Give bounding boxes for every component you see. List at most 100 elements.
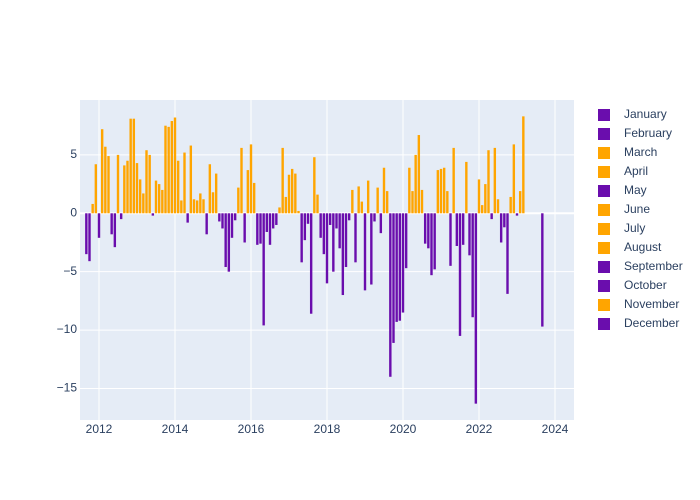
bar: [408, 167, 411, 214]
bar: [401, 213, 405, 313]
legend-swatch: [598, 166, 610, 178]
bar: [195, 200, 199, 214]
bar: [430, 213, 433, 276]
bar: [205, 213, 208, 235]
bar: [354, 213, 357, 263]
bar: [91, 203, 94, 214]
bar: [392, 213, 395, 343]
bar: [211, 192, 215, 214]
bar: [297, 210, 300, 214]
x-tick-label: 2020: [390, 422, 417, 436]
bar: [370, 213, 373, 285]
legend-label: May: [624, 183, 647, 197]
bar: [110, 213, 113, 235]
bar: [468, 213, 471, 256]
bar: [325, 213, 329, 284]
bar: [148, 154, 151, 214]
bar: [373, 213, 376, 222]
legend-item[interactable]: January: [598, 107, 667, 121]
bar: [300, 213, 303, 263]
legend-item[interactable]: February: [598, 126, 672, 140]
bar: [249, 144, 253, 214]
bar: [161, 189, 164, 214]
legend-label: August: [624, 240, 662, 254]
legend-swatch: [598, 204, 610, 216]
bar: [224, 213, 227, 268]
bar: [252, 182, 256, 214]
bar: [338, 213, 341, 249]
bar: [341, 213, 345, 296]
bar: [496, 199, 500, 214]
legend-item[interactable]: July: [598, 221, 645, 235]
bar: [446, 191, 449, 214]
bar: [145, 150, 148, 214]
bar: [420, 189, 424, 214]
bar: [173, 117, 177, 214]
legend-label: December: [624, 316, 679, 330]
bar: [237, 187, 240, 214]
bar: [275, 213, 278, 225]
bar: [104, 146, 107, 214]
bar: [398, 213, 402, 321]
x-tick-label: 2016: [238, 422, 265, 436]
legend-item[interactable]: December: [598, 316, 679, 330]
bar: [389, 213, 392, 377]
legend-item[interactable]: August: [598, 240, 662, 254]
bar: [138, 179, 142, 214]
bar: [439, 168, 443, 214]
bar: [449, 213, 452, 266]
legend-item[interactable]: November: [598, 297, 679, 311]
x-tick-label: 2024: [542, 422, 569, 436]
bar: [360, 201, 364, 214]
legend-label: March: [624, 145, 657, 159]
bar: [221, 213, 224, 229]
bar: [278, 207, 281, 214]
legend-item[interactable]: April: [598, 164, 648, 178]
y-tick-label: 5: [70, 147, 77, 161]
bar: [208, 164, 212, 214]
legend-item[interactable]: September: [598, 259, 683, 273]
bars: [85, 116, 544, 404]
legend-label: October: [624, 278, 667, 292]
bar: [465, 161, 468, 214]
legend-item[interactable]: June: [598, 202, 650, 216]
bar: [240, 147, 243, 214]
bar: [192, 199, 196, 214]
bar: [319, 213, 322, 238]
bar: [332, 213, 335, 272]
bar: [344, 213, 348, 268]
bar: [347, 213, 351, 221]
bar: [218, 213, 221, 222]
bar: [94, 164, 98, 214]
bar: [328, 213, 332, 225]
legend-swatch: [598, 242, 610, 254]
bar: [100, 129, 104, 214]
bar: [246, 170, 250, 214]
legend-label: April: [624, 164, 648, 178]
bar: [186, 213, 189, 223]
axes: −15 −10 −5 0 5 2012 2014 2016 2018 2020 2022 2024: [57, 147, 569, 436]
bar: [385, 191, 389, 214]
legend-item[interactable]: October: [598, 278, 667, 292]
legend-item[interactable]: May: [598, 183, 647, 197]
legend-swatch: [598, 128, 610, 140]
legend-label: July: [624, 221, 645, 235]
bar: [271, 213, 275, 229]
bar: [157, 184, 161, 214]
bar: [404, 213, 408, 269]
bar: [522, 116, 525, 214]
bar: [487, 150, 490, 214]
legend-swatch: [598, 318, 610, 330]
bar: [382, 167, 386, 214]
bar: [123, 165, 126, 214]
bar: [506, 213, 509, 294]
legend-swatch: [598, 147, 610, 159]
bar: [477, 179, 481, 214]
legend-item[interactable]: March: [598, 145, 657, 159]
bar: [423, 213, 427, 244]
bar: [290, 168, 294, 214]
bar: [167, 126, 170, 214]
bar: [256, 213, 259, 245]
bar: [151, 213, 155, 216]
